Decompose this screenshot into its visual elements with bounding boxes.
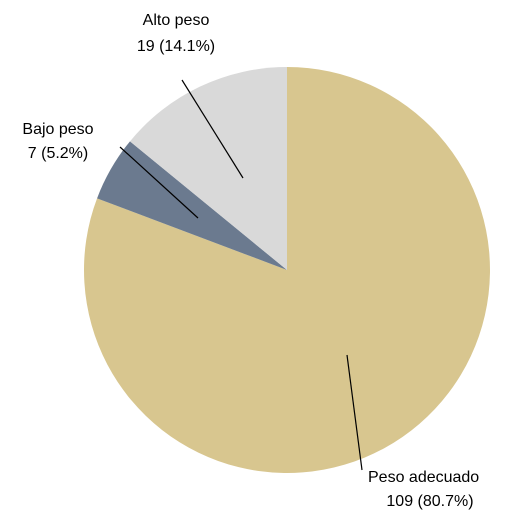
slice-label-name: Peso adecuado (368, 469, 479, 486)
pie-slice-peso-adecuado (83, 67, 490, 473)
leader-lines (119, 79, 363, 471)
pie-slice-alto-peso (129, 67, 287, 270)
pie-slices (83, 67, 490, 473)
slice-labels: Peso adecuado 109 (80.7%) Bajo peso 7 (5.2%… (22, 12, 479, 510)
leader-line-alto-peso (181, 79, 244, 179)
slice-label-value: 19 (14.1%) (137, 38, 215, 55)
slice-label-value: 7 (5.2%) (28, 145, 88, 162)
leader-line-peso-adecuado (346, 354, 363, 471)
pie-slice-bajo-peso (97, 141, 287, 270)
slice-label-name: Bajo peso (22, 121, 93, 138)
leader-line-bajo-peso (119, 146, 199, 219)
slice-label-name: Alto peso (143, 12, 210, 29)
slice-label-value: 109 (80.7%) (386, 493, 473, 510)
